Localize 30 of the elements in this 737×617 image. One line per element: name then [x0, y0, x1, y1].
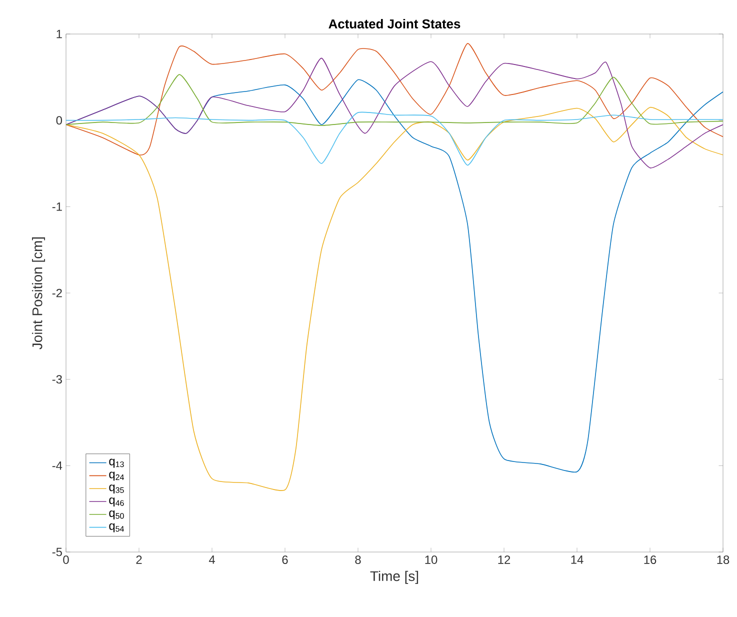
y-tick-label: 0: [56, 116, 62, 125]
y-tick-label: -3: [52, 375, 62, 384]
legend-label: q$_{46}$: [109, 498, 124, 506]
x-tick-label: 18: [717, 556, 730, 564]
line-series: [66, 58, 724, 168]
x-tick-label: 0: [63, 556, 69, 564]
y-tick-label: -5: [52, 548, 62, 556]
legend-label: q$_{35}$: [109, 484, 124, 494]
y-axis-title: Joint Position [cm]: [32, 237, 46, 350]
x-tick-label: 6: [282, 556, 288, 564]
line-series: [66, 43, 724, 156]
x-tick-label: 10: [425, 556, 438, 564]
legend-label: q$_{24}$: [109, 472, 124, 481]
y-tick-label: -4: [52, 462, 62, 470]
line-series: [66, 112, 724, 166]
x-tick-label: 8: [355, 556, 361, 564]
y-tick-label: -1: [52, 202, 62, 211]
x-tick-label: 2: [136, 556, 142, 564]
x-tick-label: 16: [644, 556, 656, 564]
legend-label: q$_{54}$: [109, 523, 124, 532]
x-tick-label: 12: [498, 556, 510, 564]
chart-title: Actuated Joint States: [328, 18, 460, 28]
line-series: [66, 74, 724, 126]
x-axis-title: Time [s]: [370, 570, 418, 584]
y-tick-label: -2: [52, 288, 62, 298]
y-tick-label: 1: [56, 30, 62, 38]
legend-label: q$_{13}$: [109, 458, 124, 468]
legend-label: q$_{50}$: [109, 510, 124, 520]
x-tick-label: 4: [208, 556, 215, 564]
x-tick-label: 14: [571, 556, 584, 564]
